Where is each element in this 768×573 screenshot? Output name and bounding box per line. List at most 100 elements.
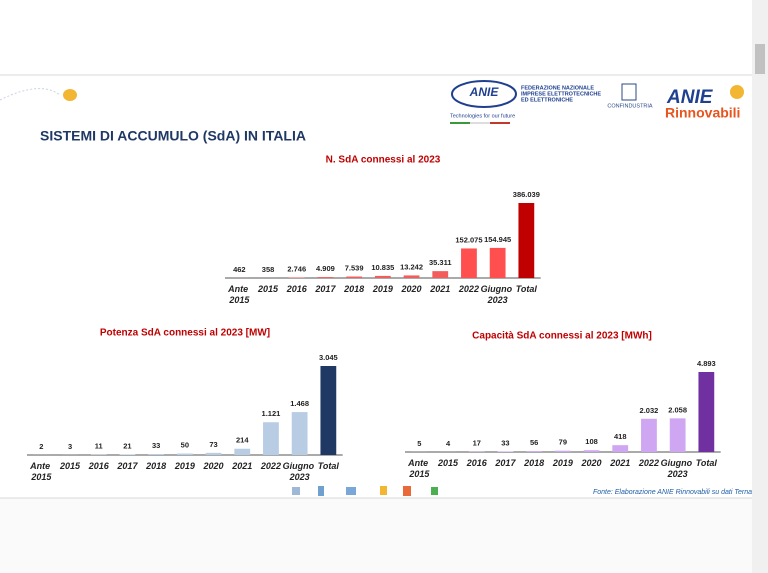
- confindustria-text: CONFINDUSTRIA: [607, 103, 653, 109]
- x-tick-label: Ante 2015: [227, 284, 251, 305]
- bar: [176, 453, 193, 455]
- federation-text: ED ELETTRONICHE: [521, 97, 573, 103]
- x-tick-label-line: 2023: [289, 472, 310, 482]
- x-tick-label: 2021: [609, 458, 630, 468]
- scrollbar[interactable]: [752, 0, 768, 573]
- source-note: Fonte: Elaborazione ANIE Rinnovabili su …: [593, 489, 752, 496]
- chart-title: Potenza SdA connessi al 2023 [MW]: [100, 328, 270, 339]
- value-label: 21: [123, 441, 131, 450]
- value-label: 3: [68, 442, 72, 451]
- value-label: 56: [530, 438, 538, 447]
- x-tick-label-line: Giugno: [283, 461, 317, 471]
- x-tick-label-line: 2015: [30, 472, 52, 482]
- scrollbar-thumb[interactable]: [755, 44, 765, 74]
- bar: [518, 203, 535, 278]
- chart-title: Capacità SdA connessi al 2023 [MWh]: [472, 331, 652, 342]
- x-tick-label: 2018: [523, 458, 544, 468]
- x-tick-label-line: 2020: [203, 461, 224, 471]
- x-tick-label-line: 2015: [257, 284, 279, 294]
- x-tick-label: Total: [696, 458, 718, 468]
- x-tick-label-line: 2021: [429, 284, 450, 294]
- value-label: 13.242: [400, 262, 423, 271]
- x-tick-label: 2020: [401, 284, 422, 294]
- flag-stripe: [490, 122, 510, 124]
- x-tick-label-line: Total: [696, 458, 718, 468]
- x-tick-label-line: 2015: [437, 458, 459, 468]
- bar: [641, 418, 657, 452]
- x-tick-label: 2017: [494, 458, 516, 468]
- bar: [583, 450, 600, 452]
- brand-top: ANIE: [666, 87, 714, 108]
- bar: [288, 277, 305, 278]
- bar: [119, 454, 136, 455]
- x-tick-label: 2015: [437, 458, 459, 468]
- x-tick-label-line: Total: [318, 461, 340, 471]
- x-tick-label-line: Ante: [29, 461, 53, 471]
- x-tick-label-line: 2016: [88, 461, 110, 471]
- value-label: 5: [417, 439, 421, 448]
- bar: [205, 452, 222, 455]
- bar: [432, 271, 449, 278]
- bar: [374, 275, 391, 278]
- x-tick-label-line: 2018: [343, 284, 364, 294]
- x-tick-label-line: Ante: [227, 284, 251, 294]
- bar: [291, 412, 308, 455]
- value-label: 1.468: [290, 399, 309, 408]
- x-tick-label: 2015: [59, 461, 81, 471]
- value-label: 4.909: [316, 264, 335, 273]
- x-tick-label: 2016: [286, 284, 308, 294]
- x-tick-label-line: Total: [516, 284, 538, 294]
- x-tick-label-line: 2022: [260, 461, 281, 471]
- value-label: 3.045: [319, 353, 338, 362]
- x-tick-label: 2020: [581, 458, 602, 468]
- x-tick-label: 2017: [314, 284, 336, 294]
- x-tick-label-line: 2015: [228, 295, 250, 305]
- value-label: 214: [236, 436, 249, 445]
- bee-icon: [63, 89, 77, 101]
- x-tick-label-line: 2023: [667, 469, 688, 479]
- value-label: 462: [233, 265, 246, 274]
- value-label: 154.945: [484, 235, 511, 244]
- x-tick-label: 2019: [372, 284, 393, 294]
- x-tick-label: 2016: [88, 461, 110, 471]
- x-tick-label: 2020: [203, 461, 224, 471]
- value-label: 2: [39, 442, 43, 451]
- tagline: Technologies for our future: [450, 113, 515, 119]
- bar: [346, 276, 363, 278]
- anie-logo-text: ANIE: [469, 85, 500, 99]
- footer-icons: [292, 486, 438, 496]
- bar: [148, 454, 165, 455]
- x-tick-label-line: 2019: [552, 458, 573, 468]
- x-tick-label: 2015: [257, 284, 279, 294]
- federation-text: IMPRESE ELETTROTECNICHE: [521, 91, 601, 97]
- x-tick-label-line: 2022: [458, 284, 479, 294]
- x-tick-label-line: Giugno: [661, 458, 695, 468]
- x-tick-label: Ante 2015: [407, 458, 431, 479]
- x-tick-label-line: Ante: [407, 458, 431, 468]
- federation-text: FEDERAZIONE NAZIONALE: [521, 85, 594, 91]
- x-tick-label: Giugno 2023: [283, 461, 317, 482]
- value-label: 2.058: [668, 405, 687, 414]
- bar: [461, 248, 477, 278]
- value-label: 4.893: [697, 359, 716, 368]
- x-tick-label: 2022: [458, 284, 479, 294]
- value-label: 2.032: [640, 406, 659, 415]
- brand-bottom: Rinnovabili: [665, 105, 740, 121]
- x-tick-label-line: 2017: [494, 458, 516, 468]
- x-tick-label: 2022: [638, 458, 659, 468]
- x-tick-label-line: 2016: [286, 284, 308, 294]
- bar: [497, 451, 514, 452]
- value-label: 79: [559, 438, 567, 447]
- x-tick-label-line: 2019: [174, 461, 195, 471]
- flag-stripe: [470, 122, 490, 124]
- x-tick-label-line: 2023: [487, 295, 508, 305]
- x-tick-label: 2019: [174, 461, 195, 471]
- bar: [317, 277, 334, 278]
- confindustria-logo: [621, 83, 637, 101]
- value-label: 4: [446, 439, 451, 448]
- x-tick-label: 2017: [116, 461, 138, 471]
- x-tick-label: 2022: [260, 461, 281, 471]
- value-label: 386.039: [513, 190, 540, 199]
- value-label: 108: [585, 437, 598, 446]
